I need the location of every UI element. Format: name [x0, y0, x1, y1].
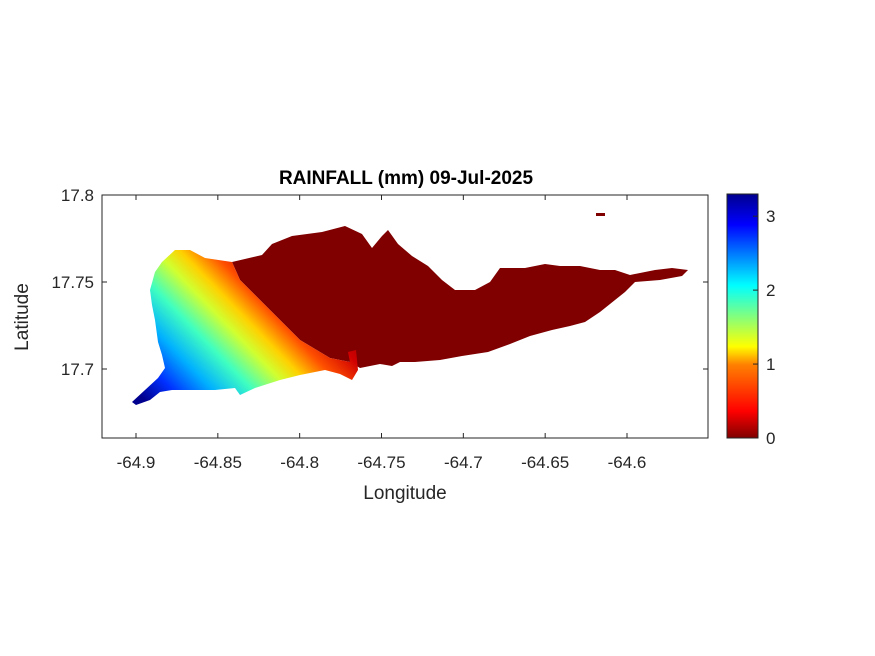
- colorbar-tick-label: 3: [766, 207, 775, 226]
- y-tick-label: 17.8: [61, 186, 94, 205]
- colorbar-ticks: 0 1 2 3: [753, 207, 775, 448]
- y-tick-label: 17.75: [51, 273, 94, 292]
- colorbar-tick-label: 1: [766, 355, 775, 374]
- x-tick-label: -64.85: [194, 453, 242, 472]
- colorbar-tick-label: 2: [766, 281, 775, 300]
- x-tick-label: -64.7: [444, 453, 483, 472]
- island-west-region: [132, 250, 358, 405]
- colorbar-tick-label: 0: [766, 429, 775, 448]
- y-axis: 17.7 17.75 17.8: [51, 186, 708, 379]
- x-axis: -64.9 -64.85 -64.8 -64.75 -64.7 -64.65 -64.6: [117, 195, 647, 472]
- x-tick-label: -64.6: [608, 453, 647, 472]
- cay-islet: [596, 213, 605, 216]
- x-tick-label: -64.65: [521, 453, 569, 472]
- x-tick-label: -64.9: [117, 453, 156, 472]
- y-tick-label: 17.7: [61, 360, 94, 379]
- chart-title: RAINFALL (mm) 09-Jul-2025: [279, 168, 534, 189]
- island-east-region: [232, 226, 688, 368]
- x-axis-label: Longitude: [363, 483, 446, 504]
- x-tick-label: -64.8: [280, 453, 319, 472]
- colorbar: [726, 193, 759, 439]
- rainfall-field: [132, 213, 688, 405]
- x-tick-label: -64.75: [357, 453, 405, 472]
- y-axis-label: Latitude: [12, 283, 33, 351]
